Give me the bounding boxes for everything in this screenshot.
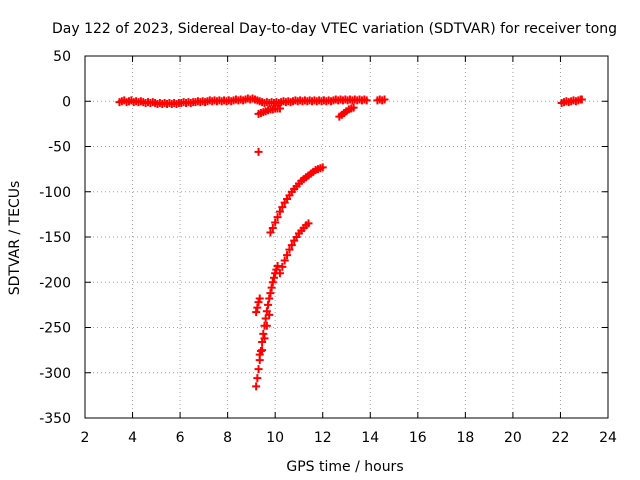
data-point: [318, 163, 327, 172]
y-tick-label: -50: [48, 140, 71, 156]
data-point: [262, 321, 271, 330]
data-point: [266, 228, 275, 237]
y-tick-label: 0: [62, 94, 71, 110]
data-point: [275, 207, 284, 216]
data-point: [259, 329, 268, 338]
data-point: [254, 365, 263, 374]
y-tick-label: -250: [39, 321, 71, 337]
x-tick-label: 18: [456, 430, 474, 446]
y-axis-label: SDTVAR / TECUs: [7, 181, 23, 296]
data-point: [252, 308, 261, 317]
data-point: [273, 213, 282, 222]
y-tick-label: -200: [39, 275, 71, 291]
data-point: [349, 103, 358, 112]
data-point: [253, 303, 262, 312]
data-point: [285, 245, 294, 254]
ticks: [84, 55, 609, 419]
data-point: [254, 147, 263, 156]
data-point: [304, 219, 313, 228]
data-point: [267, 283, 276, 292]
data-point: [258, 346, 267, 355]
data-point: [380, 95, 389, 104]
data-point: [265, 310, 274, 319]
data-point: [362, 96, 371, 105]
data-points: [115, 94, 586, 391]
chart-title: Day 122 of 2023, Sidereal Day-to-day VTE…: [52, 21, 617, 37]
data-point: [266, 289, 275, 298]
data-point: [268, 223, 277, 232]
x-tick-label: 16: [409, 430, 427, 446]
data-point: [278, 262, 287, 271]
data-point: [253, 374, 262, 383]
data-point: [255, 294, 264, 303]
data-point: [271, 218, 280, 227]
data-point: [275, 269, 284, 278]
data-point: [283, 251, 292, 260]
data-point: [264, 300, 273, 309]
data-point: [275, 104, 284, 113]
x-tick-label: 14: [361, 430, 379, 446]
y-tick-label: 50: [53, 49, 71, 65]
data-point: [255, 350, 264, 359]
data-point: [287, 241, 296, 250]
data-point: [268, 278, 277, 287]
data-point: [577, 95, 586, 104]
y-tick-label: -350: [39, 411, 71, 427]
x-tick-label: 8: [223, 430, 232, 446]
x-tick-label: 20: [504, 430, 522, 446]
data-point: [278, 203, 287, 212]
data-point: [280, 256, 289, 265]
x-tick-label: 10: [266, 430, 284, 446]
data-point: [260, 334, 269, 343]
tick-labels: 2 4 6 8 10 12 14 16 18 20 22 24500-50-100-150-200-2…: [39, 49, 617, 446]
grid: [85, 56, 608, 418]
x-tick-label: 24: [599, 430, 617, 446]
x-tick-label: 22: [552, 430, 570, 446]
x-tick-label: 12: [314, 430, 332, 446]
x-axis-label: GPS time / hours: [286, 459, 403, 475]
x-tick-label: 2: [81, 430, 90, 446]
y-tick-label: -300: [39, 366, 71, 382]
data-point: [269, 273, 278, 282]
data-point: [265, 294, 274, 303]
y-tick-label: -150: [39, 230, 71, 246]
data-point: [252, 382, 261, 391]
y-tick-label: -100: [39, 185, 71, 201]
x-tick-label: 4: [128, 430, 137, 446]
x-tick-label: 6: [176, 430, 185, 446]
